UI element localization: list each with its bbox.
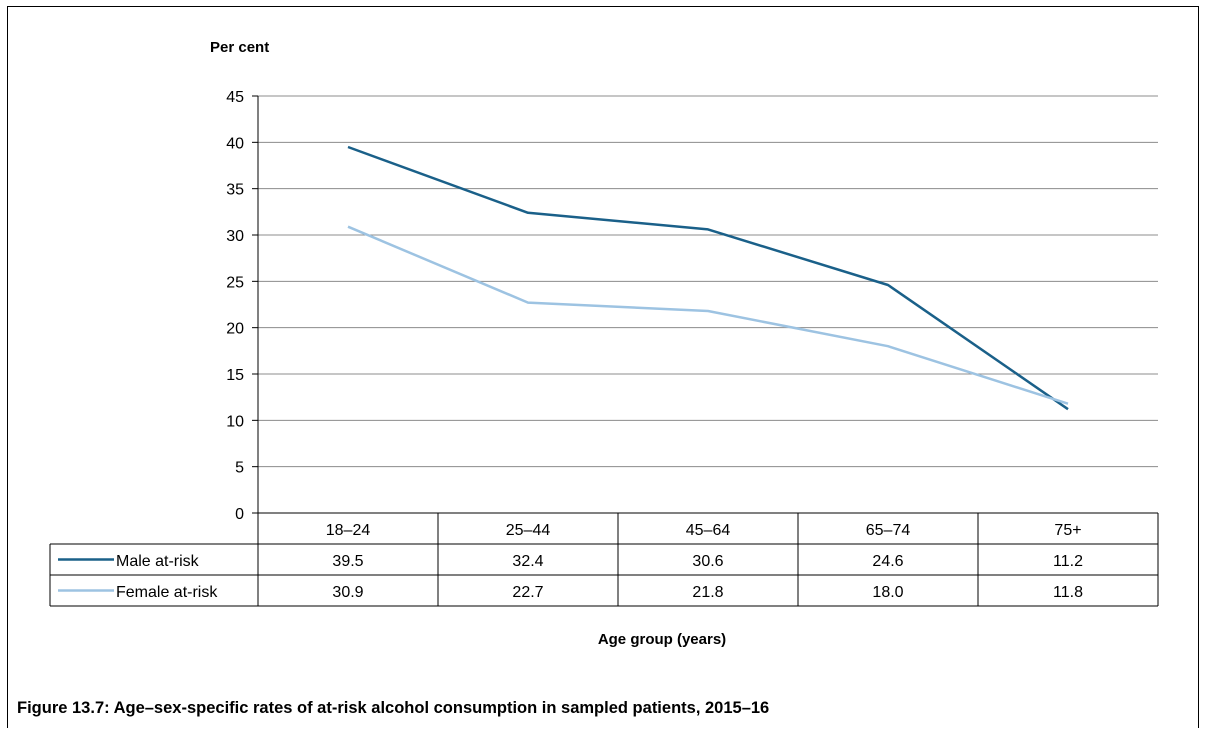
data-label: 24.6	[872, 553, 903, 570]
legend-entry: Male at-risk	[116, 553, 200, 570]
y-tick-label: 40	[226, 135, 244, 152]
y-tick-label: 5	[235, 460, 244, 477]
line-chart: Per cent 0 5 10 15 20 25 30 35 40 45 18–24 25–44 45…	[49, 39, 1159, 648]
x-axis-label: Age group (years)	[598, 631, 726, 648]
gridlines	[252, 95, 1158, 514]
y-tick-label: 0	[235, 506, 244, 523]
data-label: 39.5	[332, 553, 363, 570]
data-label: 18.0	[872, 584, 903, 601]
y-tick-label: 45	[226, 89, 244, 106]
series-line	[347, 225, 1069, 405]
y-tick-label: 30	[226, 228, 244, 245]
y-tick-label: 15	[226, 367, 244, 384]
series-line	[347, 145, 1069, 411]
data-label: 22.7	[512, 584, 543, 601]
y-tick-label: 35	[226, 182, 244, 199]
x-tick-label: 25–44	[506, 522, 551, 539]
data-label: 30.9	[332, 584, 363, 601]
x-tick-label: 18–24	[326, 522, 371, 539]
y-axis-label: Per cent	[210, 39, 269, 56]
y-tick-label: 20	[226, 321, 244, 338]
figure-caption: Figure 13.7: Age–sex-specific rates of a…	[17, 699, 770, 717]
data-label: 30.6	[692, 553, 723, 570]
y-tick-label: 10	[226, 413, 244, 430]
data-label: 11.2	[1053, 553, 1083, 570]
x-tick-label: 75+	[1054, 522, 1081, 539]
series-lines	[347, 145, 1069, 411]
x-tick-label: 65–74	[866, 522, 911, 539]
data-label: 32.4	[512, 553, 543, 570]
y-tick-labels: 0 5 10 15 20 25 30 35 40 45	[226, 89, 244, 523]
y-tick-label: 25	[226, 274, 244, 291]
data-label: 11.8	[1053, 584, 1083, 601]
x-tick-label: 45–64	[686, 522, 731, 539]
data-table: 18–24 25–44 45–64 65–74 75+ Male at-risk 39.5 3…	[49, 512, 1159, 607]
legend-entry: Female at-risk	[116, 584, 218, 601]
data-label: 21.8	[692, 584, 723, 601]
figure-frame	[7, 6, 1199, 728]
